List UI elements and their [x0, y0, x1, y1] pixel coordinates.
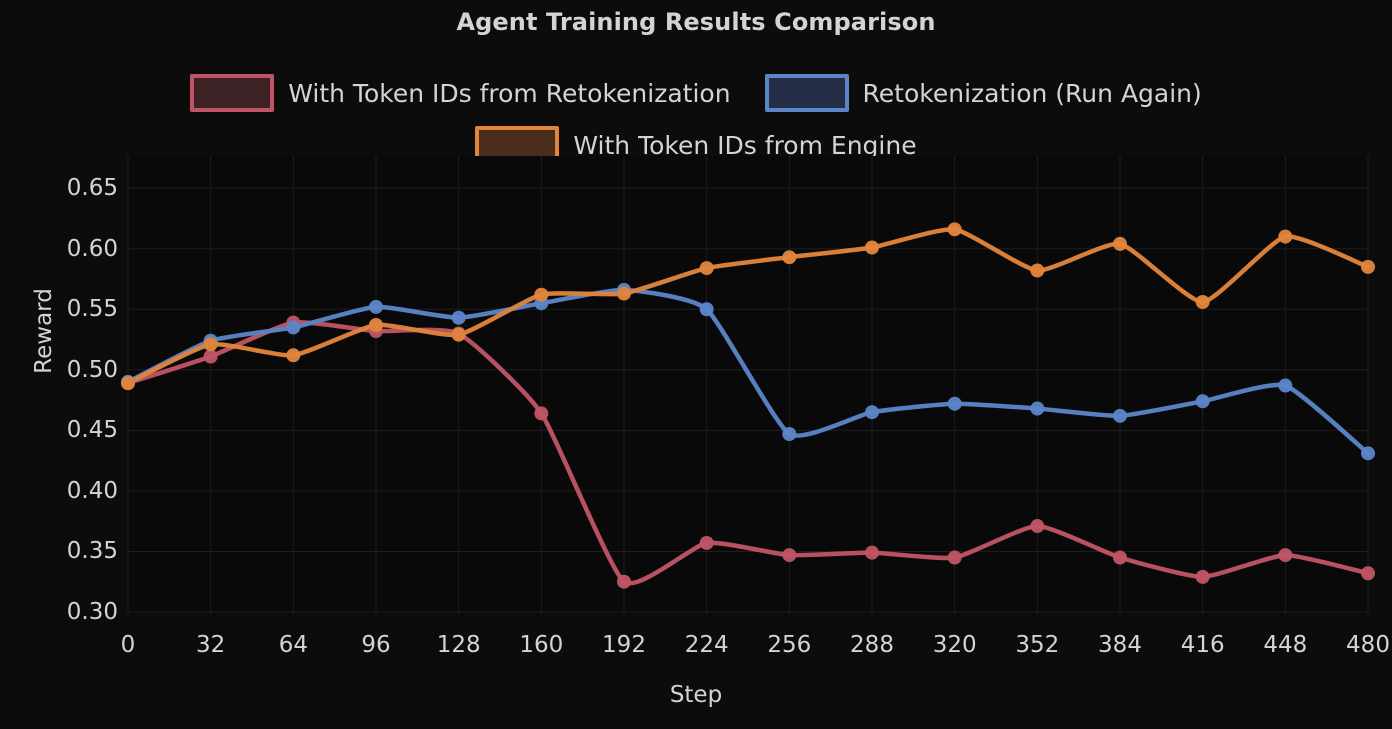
x-tick-label: 352: [1015, 632, 1060, 658]
y-tick-label: 0.50: [66, 356, 118, 383]
legend-swatch-icon: [764, 74, 849, 112]
series-marker: [1030, 519, 1045, 534]
series-line: [125, 287, 1371, 456]
legend-item[interactable]: Retokenization (Run Again): [764, 70, 1202, 116]
x-tick-label: 128: [436, 632, 481, 658]
series-marker: [1195, 294, 1210, 309]
x-tick-label: 160: [519, 632, 564, 658]
series-marker: [865, 240, 879, 255]
legend-item[interactable]: With Token IDs from Retokenization: [190, 70, 731, 116]
series-marker: [451, 326, 466, 341]
series-marker: [699, 302, 714, 317]
y-tick-label: 0.65: [66, 175, 118, 202]
series-marker: [203, 349, 218, 364]
series-marker: [121, 374, 135, 389]
series-marker: [1030, 401, 1045, 416]
series-marker: [1195, 394, 1210, 409]
plot-area-background: [128, 156, 1368, 614]
y-tick-label: 0.30: [66, 599, 118, 625]
series-marker: [1278, 378, 1293, 393]
series-line: [125, 227, 1371, 386]
series-marker: [121, 376, 135, 391]
series-marker: [1113, 408, 1127, 423]
series-marker: [782, 250, 797, 265]
y-tick-label: 0.55: [66, 296, 118, 323]
x-axis-label: Step: [669, 682, 723, 708]
series-marker: [947, 396, 962, 411]
series-marker: [617, 282, 631, 297]
series-marker: [782, 548, 797, 563]
series-marker: [121, 376, 135, 391]
x-tick-label: 384: [1098, 632, 1142, 658]
x-tick-label: 64: [278, 632, 308, 658]
y-tick-label: 0.35: [66, 538, 118, 565]
series-marker: [369, 299, 383, 314]
x-tick-label: 0: [120, 632, 136, 658]
series-marker: [1278, 548, 1293, 563]
series-marker: [699, 535, 714, 550]
x-tick-label: 320: [932, 632, 977, 658]
series-marker: [617, 286, 631, 301]
series-marker: [203, 337, 218, 352]
page-title: Agent Training Results Comparison: [456, 8, 936, 36]
series-marker: [1113, 236, 1127, 251]
series-marker: [1278, 229, 1293, 244]
series-marker: [1195, 569, 1210, 584]
series-marker: [1030, 263, 1045, 278]
series-marker: [286, 315, 301, 330]
series-marker: [865, 405, 879, 420]
legend-item-label: Retokenization (Run Again): [862, 78, 1202, 108]
series-marker: [369, 318, 383, 332]
series-marker: [203, 333, 218, 348]
series-marker: [699, 261, 714, 276]
series-marker: [617, 574, 631, 589]
y-tick-label: 0.40: [66, 477, 118, 504]
series-marker: [286, 348, 301, 363]
series-marker: [1361, 446, 1375, 461]
series-marker: [369, 324, 383, 339]
legend-swatch-icon: [475, 126, 560, 164]
chart-legend: With Token IDs from Retokenization Retoke…: [146, 70, 1246, 168]
x-tick-label: 416: [1180, 632, 1225, 658]
x-tick-label: 256: [767, 632, 812, 658]
series-line: [125, 320, 1371, 586]
legend-swatch-icon: [190, 74, 275, 112]
series-marker: [782, 426, 797, 441]
series-marker: [534, 296, 549, 311]
series-marker: [451, 310, 466, 325]
legend-item-label: With Token IDs from Retokenization: [288, 78, 731, 108]
x-tick-label: 32: [196, 632, 226, 658]
series-marker: [947, 222, 962, 237]
legend-item[interactable]: With Token IDs from Engine: [475, 122, 917, 168]
series-marker: [1113, 550, 1127, 565]
series-marker: [1361, 566, 1375, 581]
series-marker: [534, 287, 549, 302]
x-tick-label: 192: [602, 632, 646, 658]
series-marker: [865, 545, 879, 560]
series-marker: [286, 320, 301, 335]
x-tick-label: 288: [850, 632, 894, 658]
x-tick-label: 448: [1263, 632, 1308, 658]
x-tick-label: 480: [1346, 632, 1390, 658]
x-tick-label: 96: [361, 632, 391, 658]
series-marker: [947, 550, 962, 565]
y-tick-label: 0.60: [66, 235, 118, 262]
series-marker: [451, 327, 466, 342]
x-tick-label: 224: [684, 632, 729, 658]
series-marker: [1361, 259, 1375, 274]
legend-item-label: With Token IDs from Engine: [573, 130, 917, 160]
series-marker: [534, 406, 549, 421]
y-tick-label: 0.45: [66, 417, 118, 444]
